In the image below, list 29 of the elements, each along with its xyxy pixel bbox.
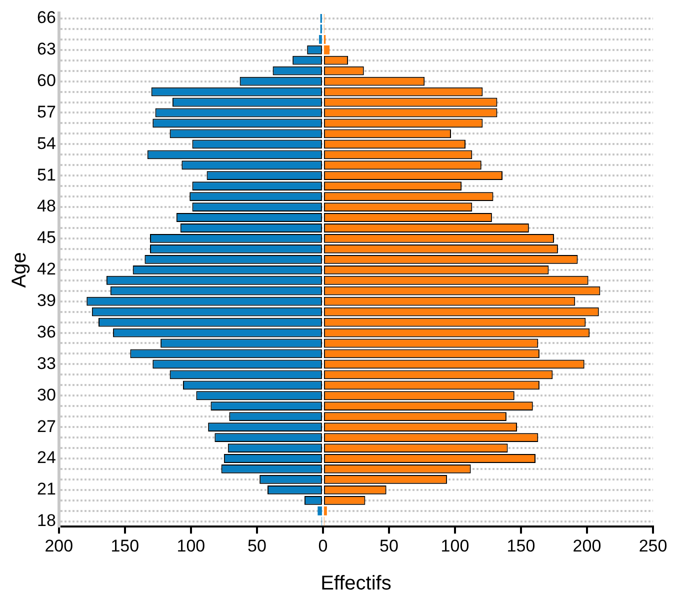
- x-tick-label: 150: [506, 536, 536, 556]
- y-tick-label: 36: [36, 322, 56, 342]
- x-tick-label: 50: [247, 536, 266, 556]
- y-tick-label: 51: [36, 165, 56, 184]
- y-tick-label: 18: [36, 511, 56, 530]
- y-tick-label: 24: [36, 448, 56, 468]
- x-tick-label: 250: [638, 536, 668, 556]
- x-tick-label: 50: [380, 536, 398, 556]
- y-tick-label: 21: [36, 480, 56, 499]
- y-tick-label: 27: [36, 416, 56, 436]
- y-axis-title: Age: [8, 252, 31, 288]
- y-tick-label: 54: [36, 134, 56, 153]
- x-tick-label: 100: [440, 536, 470, 556]
- y-tick-label: 30: [36, 385, 56, 404]
- y-tick-label: 39: [36, 291, 56, 310]
- y-tick-label: 48: [36, 196, 56, 216]
- y-tick-label: 33: [36, 354, 56, 373]
- x-axis-title: Effectifs: [320, 572, 392, 595]
- y-tick-label: 45: [36, 228, 56, 248]
- y-tick-label: 66: [36, 8, 56, 28]
- y-tick-label: 60: [36, 70, 56, 90]
- x-tick-label: 200: [44, 536, 74, 556]
- x-tick-label: 200: [572, 536, 602, 556]
- y-tick-label: 42: [36, 260, 56, 279]
- y-tick-label: 63: [36, 40, 56, 59]
- x-tick-label: 100: [176, 536, 206, 556]
- x-tick-label: 0: [318, 536, 328, 556]
- x-tick-label: 150: [110, 536, 140, 556]
- y-tick-label: 57: [36, 102, 56, 122]
